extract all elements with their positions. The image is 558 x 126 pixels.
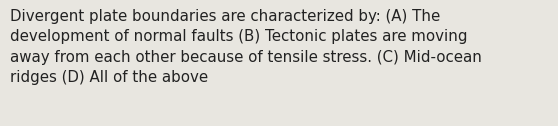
Text: Divergent plate boundaries are characterized by: (A) The
development of normal f: Divergent plate boundaries are character…	[10, 9, 482, 85]
